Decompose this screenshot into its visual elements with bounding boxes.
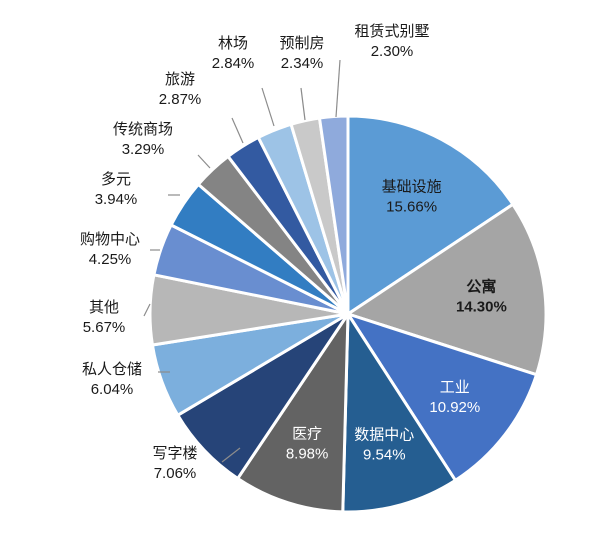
slice-label-5: 医疗 <box>292 425 322 442</box>
slice-label-6: 写字楼 <box>152 445 197 462</box>
slice-value-2: 14.30% <box>456 299 507 316</box>
leader-line-11 <box>197 154 211 169</box>
slice-label-1: 基础设施 <box>382 178 442 195</box>
slice-value-13: 2.84% <box>212 55 255 72</box>
leader-line-6 <box>221 447 241 463</box>
pie-slices <box>148 114 548 514</box>
slice-label-3: 工业 <box>440 379 470 396</box>
slice-value-12: 2.87% <box>159 91 202 108</box>
pie-slice-15 <box>317 114 350 316</box>
slice-label-12: 旅游 <box>165 71 195 88</box>
slice-value-8: 5.67% <box>83 319 126 336</box>
slice-label-9: 购物中心 <box>80 231 140 248</box>
slice-value-15: 2.30% <box>371 43 414 60</box>
slice-label-4: 数据中心 <box>354 427 414 444</box>
pie-slice-2 <box>346 202 548 377</box>
leader-line-8 <box>143 303 151 317</box>
slice-value-11: 3.29% <box>122 141 165 158</box>
slice-value-5: 8.98% <box>286 445 329 462</box>
slice-value-1: 15.66% <box>386 198 437 215</box>
slice-label-13: 林场 <box>218 35 248 52</box>
leader-line-15 <box>335 59 341 118</box>
slice-value-9: 4.25% <box>89 251 132 268</box>
leader-lines <box>143 59 341 463</box>
pie-slice-1 <box>346 114 515 316</box>
pie-slice-4 <box>341 312 457 514</box>
slice-value-6: 7.06% <box>154 465 197 482</box>
slice-label-11: 传统商场 <box>113 121 173 138</box>
pie-slice-5 <box>236 312 350 514</box>
slice-label-15: 租赁式别墅 <box>354 23 429 40</box>
leader-line-12 <box>231 117 244 144</box>
slice-value-10: 3.94% <box>95 191 138 208</box>
slice-label-2: 公寓 <box>466 278 496 296</box>
pie-slice-3 <box>346 312 538 482</box>
slice-labels: 基础设施 15.66% 公寓 14.30% 工业 10.92% 数据中心 9.54% 医疗 8.9… <box>80 23 507 482</box>
slice-value-14: 2.34% <box>281 55 324 72</box>
slice-label-8: 其他 <box>89 299 119 316</box>
slice-value-3: 10.92% <box>429 399 480 416</box>
slice-label-14: 预制房 <box>279 35 324 52</box>
leader-line-14 <box>300 87 306 121</box>
slice-value-4: 9.54% <box>363 447 406 464</box>
slice-label-10: 多元 <box>101 171 131 188</box>
slice-label-7: 私人仓储 <box>82 361 142 378</box>
slice-value-7: 6.04% <box>91 381 134 398</box>
leader-line-13 <box>261 87 275 127</box>
